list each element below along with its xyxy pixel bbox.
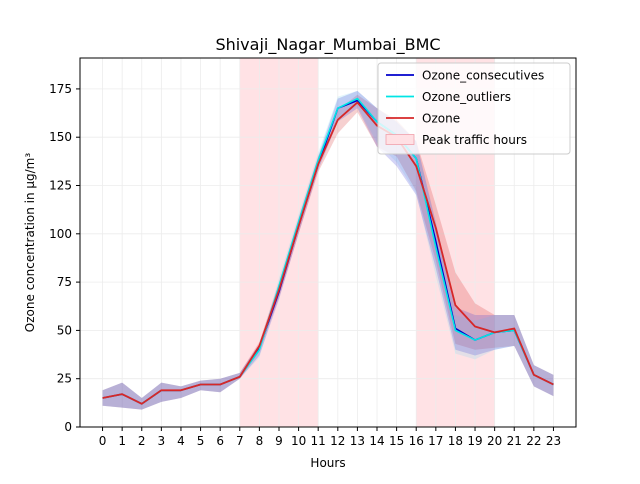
x-tick-label: 15 bbox=[389, 434, 404, 448]
legend-box bbox=[377, 62, 571, 155]
x-tick-label: 14 bbox=[369, 434, 384, 448]
chart-title: Shivaji_Nagar_Mumbai_BMC bbox=[215, 35, 440, 55]
legend-label: Ozone bbox=[422, 112, 460, 126]
y-axis-label: Ozone concentration in µg/m³ bbox=[23, 153, 37, 333]
x-tick-label: 8 bbox=[256, 434, 264, 448]
x-tick-label: 13 bbox=[350, 434, 365, 448]
x-tick-label: 23 bbox=[546, 434, 561, 448]
plot-frame bbox=[79, 57, 577, 428]
legend-label: Peak traffic hours bbox=[422, 133, 527, 147]
x-axis-label: Hours bbox=[310, 456, 345, 470]
x-tick-label: 1 bbox=[118, 434, 126, 448]
y-tick-label: 0 bbox=[64, 420, 72, 434]
y-tick-label: 100 bbox=[49, 227, 72, 241]
x-tick-label: 17 bbox=[428, 434, 443, 448]
legend-label: Ozone_outliers bbox=[422, 90, 511, 104]
x-tick-label: 7 bbox=[236, 434, 244, 448]
x-tick-label: 0 bbox=[99, 434, 107, 448]
x-tick-label: 12 bbox=[330, 434, 345, 448]
x-tick-label: 5 bbox=[197, 434, 205, 448]
x-tick-label: 4 bbox=[177, 434, 185, 448]
x-tick-label: 11 bbox=[311, 434, 326, 448]
y-tick-label: 25 bbox=[57, 372, 72, 386]
series-line-ozone bbox=[102, 101, 554, 405]
legend-label: Ozone_consecutives bbox=[422, 69, 544, 83]
y-tick-label: 75 bbox=[57, 275, 72, 289]
y-tick-label: 150 bbox=[49, 130, 72, 144]
x-tick-label: 9 bbox=[275, 434, 283, 448]
legend-swatch-patch bbox=[385, 134, 415, 145]
x-tick-label: 3 bbox=[158, 434, 166, 448]
x-tick-label: 10 bbox=[291, 434, 306, 448]
y-tick-label: 50 bbox=[57, 323, 72, 337]
x-tick-label: 22 bbox=[526, 434, 541, 448]
legend: Ozone_consecutives Ozone_outliers Ozone Pea… bbox=[377, 62, 571, 155]
x-tick-label: 6 bbox=[216, 434, 224, 448]
x-tick-label: 16 bbox=[409, 434, 424, 448]
x-tick-label: 18 bbox=[448, 434, 463, 448]
x-tick-label: 2 bbox=[138, 434, 146, 448]
y-tick-label: 125 bbox=[49, 179, 72, 193]
x-tick-label: 21 bbox=[507, 434, 522, 448]
x-tick-label: 20 bbox=[487, 434, 502, 448]
y-tick-label: 175 bbox=[49, 82, 72, 96]
x-tick-label: 19 bbox=[467, 434, 482, 448]
